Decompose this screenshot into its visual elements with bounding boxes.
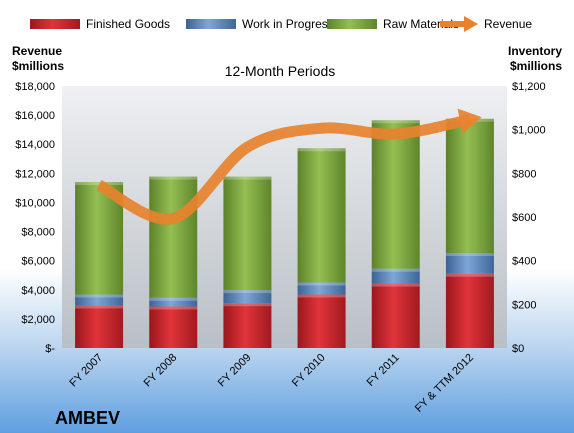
- bars: [75, 118, 494, 348]
- right-tick-label: $1,200: [512, 81, 546, 93]
- legend-swatch-finished-goods: [30, 19, 80, 29]
- bar-work-in-progress: [371, 268, 420, 284]
- bar-highlight: [223, 290, 272, 294]
- bar-highlight: [75, 305, 124, 309]
- left-tick-label: $2,000: [21, 314, 55, 326]
- bar-highlight: [149, 176, 198, 180]
- left-tick-label: $4,000: [21, 285, 55, 297]
- right-tick-label: $400: [512, 256, 536, 268]
- bar-highlight: [75, 182, 124, 186]
- right-axis-title-line2: $millions: [510, 59, 562, 73]
- bar-finished-goods: [149, 306, 198, 348]
- legend-swatch-work-in-progress: [186, 19, 236, 29]
- left-tick-label: $8,000: [21, 227, 55, 239]
- bar-finished-goods: [297, 294, 346, 348]
- bar-highlight: [371, 268, 420, 272]
- bar-highlight: [371, 120, 420, 124]
- bar-highlight: [445, 273, 494, 277]
- left-tick-label: $12,000: [15, 168, 55, 180]
- right-tick-label: $600: [512, 212, 536, 224]
- bar-work-in-progress: [149, 297, 198, 307]
- bar-highlight: [75, 294, 124, 298]
- legend-label: Finished Goods: [86, 17, 170, 31]
- revenue-arrow-head: [457, 108, 482, 135]
- legend-arrow-revenue: [464, 16, 478, 32]
- left-axis-title-line2: $millions: [12, 59, 64, 73]
- right-axis-title-line1: Inventory: [508, 44, 562, 58]
- bar-finished-goods: [371, 283, 420, 348]
- bar-highlight: [223, 176, 272, 180]
- revenue-line-path: [96, 114, 472, 225]
- revenue-line: [96, 108, 482, 225]
- bar-highlight: [297, 294, 346, 298]
- bar-highlight: [297, 148, 346, 152]
- bar-finished-goods: [445, 273, 494, 348]
- bar-work-in-progress: [297, 282, 346, 295]
- bar-raw-materials: [445, 118, 494, 254]
- bar-highlight: [297, 282, 346, 286]
- bar-work-in-progress: [445, 253, 494, 274]
- left-tick-label: $10,000: [15, 197, 55, 209]
- legend-label: Raw Materials: [383, 17, 459, 31]
- right-tick-label: $0: [512, 343, 524, 355]
- bar-raw-materials: [297, 148, 346, 283]
- left-tick-label: $-: [45, 343, 55, 355]
- bar-raw-materials: [149, 176, 198, 298]
- right-axis-ticks: $0 $200 $400 $600 $800 $1,000 $1,200: [512, 81, 546, 355]
- bar-highlight: [445, 253, 494, 257]
- bar-finished-goods: [223, 303, 272, 348]
- chart-title: 12-Month Periods: [225, 63, 336, 79]
- bar-finished-goods: [75, 305, 124, 348]
- right-tick-label: $800: [512, 168, 536, 180]
- bar-raw-materials: [223, 176, 272, 291]
- bar-work-in-progress: [223, 290, 272, 304]
- right-tick-label: $200: [512, 299, 536, 311]
- left-tick-label: $6,000: [21, 256, 55, 268]
- left-tick-label: $18,000: [15, 81, 55, 93]
- bar-highlight: [223, 303, 272, 307]
- bar-work-in-progress: [75, 294, 124, 306]
- left-axis-title-line1: Revenue: [12, 44, 62, 58]
- right-tick-label: $1,000: [512, 125, 546, 137]
- legend-label: Revenue: [484, 17, 532, 31]
- legend-swatch-raw-materials: [327, 19, 377, 29]
- legend: Finished Goods Work in Progress Raw Materi…: [30, 16, 532, 32]
- left-tick-label: $16,000: [15, 110, 55, 122]
- bar-highlight: [149, 306, 198, 310]
- bar-highlight: [371, 283, 420, 287]
- bar-highlight: [149, 297, 198, 301]
- left-axis-ticks: $- $2,000 $4,000 $6,000 $8,000 $10,000 $12,000…: [15, 81, 55, 355]
- company-name: AMBEV: [55, 408, 120, 428]
- legend-label: Work in Progress: [242, 17, 334, 31]
- bar-raw-materials: [371, 120, 420, 269]
- left-tick-label: $14,000: [15, 139, 55, 151]
